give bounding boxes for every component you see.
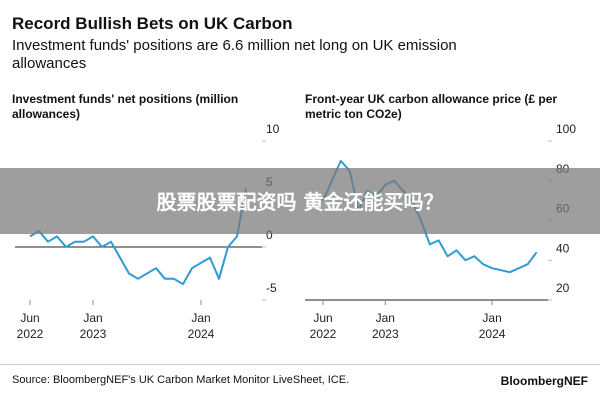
x-tick-label: 2023 <box>372 327 399 341</box>
x-tick-label: Jun <box>313 311 332 325</box>
divider <box>0 364 600 365</box>
x-tick-label: Jan <box>83 311 102 325</box>
x-tick-label: 2023 <box>80 327 107 341</box>
x-tick-label: Jun <box>20 311 39 325</box>
x-tick-label: 2024 <box>479 327 506 341</box>
y-tick-label: 20 <box>556 281 570 295</box>
y-tick-label: 10 <box>266 122 280 136</box>
overlay-text: 股票股票配资吗 黄金还能买吗？ <box>156 190 444 214</box>
y-tick-label: 100 <box>556 122 576 136</box>
x-tick-label: 2024 <box>188 327 215 341</box>
x-tick-label: 2022 <box>310 327 337 341</box>
chart-title: Front-year UK carbon allowance price (£ … <box>305 92 558 121</box>
x-tick-label: 2022 <box>17 327 44 341</box>
chart-title: Investment funds' net positions (million… <box>12 92 239 121</box>
y-tick-label: -5 <box>266 281 277 295</box>
brand: BloombergNEF <box>500 374 588 388</box>
x-tick-label: Jan <box>482 311 501 325</box>
line <box>29 188 247 286</box>
title: Record Bullish Bets on UK Carbon <box>12 14 293 33</box>
subtitle: Investment funds' positions are 6.6 mill… <box>12 37 457 72</box>
y-tick-label: 0 <box>266 228 273 242</box>
x-tick-label: Jan <box>191 311 210 325</box>
x-tick-label: Jan <box>376 311 395 325</box>
source: Source: BloombergNEF's UK Carbon Market … <box>12 374 350 386</box>
y-tick-label: 40 <box>556 241 570 255</box>
overlay-band <box>0 168 600 234</box>
